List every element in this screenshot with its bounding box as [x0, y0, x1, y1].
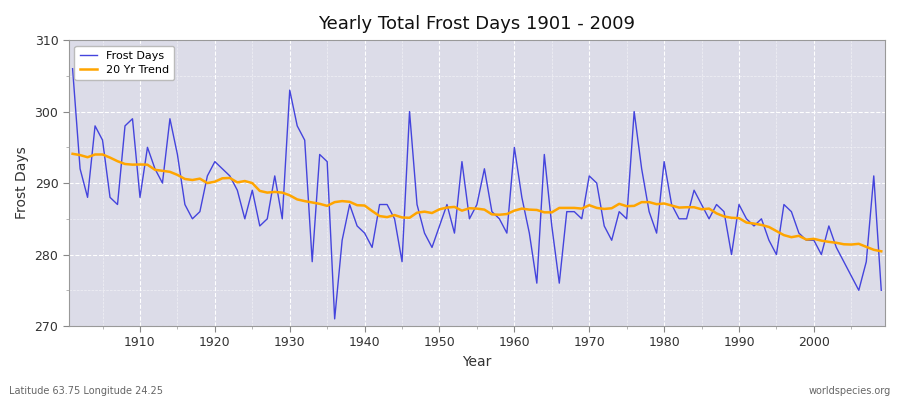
Frost Days — [517, 195, 527, 200]
Frost Days — [329, 316, 340, 321]
Line: Frost Days: Frost Days — [73, 69, 881, 319]
Title: Yearly Total Frost Days 1901 - 2009: Yearly Total Frost Days 1901 - 2009 — [319, 15, 635, 33]
X-axis label: Year: Year — [463, 355, 491, 369]
Y-axis label: Frost Days: Frost Days — [15, 147, 29, 220]
Frost Days — [509, 145, 520, 150]
20 Yr Trend — [509, 208, 520, 213]
20 Yr Trend — [876, 249, 886, 254]
Frost Days — [127, 116, 138, 121]
Text: Latitude 63.75 Longitude 24.25: Latitude 63.75 Longitude 24.25 — [9, 386, 163, 396]
Frost Days — [292, 124, 302, 128]
Frost Days — [344, 202, 355, 207]
20 Yr Trend — [68, 152, 78, 156]
20 Yr Trend — [292, 197, 302, 202]
Line: 20 Yr Trend: 20 Yr Trend — [73, 154, 881, 251]
Frost Days — [68, 66, 78, 71]
Text: worldspecies.org: worldspecies.org — [809, 386, 891, 396]
20 Yr Trend — [501, 212, 512, 216]
Legend: Frost Days, 20 Yr Trend: Frost Days, 20 Yr Trend — [75, 46, 175, 80]
20 Yr Trend — [337, 199, 347, 204]
Frost Days — [876, 288, 886, 293]
20 Yr Trend — [598, 206, 609, 211]
20 Yr Trend — [127, 162, 138, 167]
Frost Days — [607, 238, 617, 243]
